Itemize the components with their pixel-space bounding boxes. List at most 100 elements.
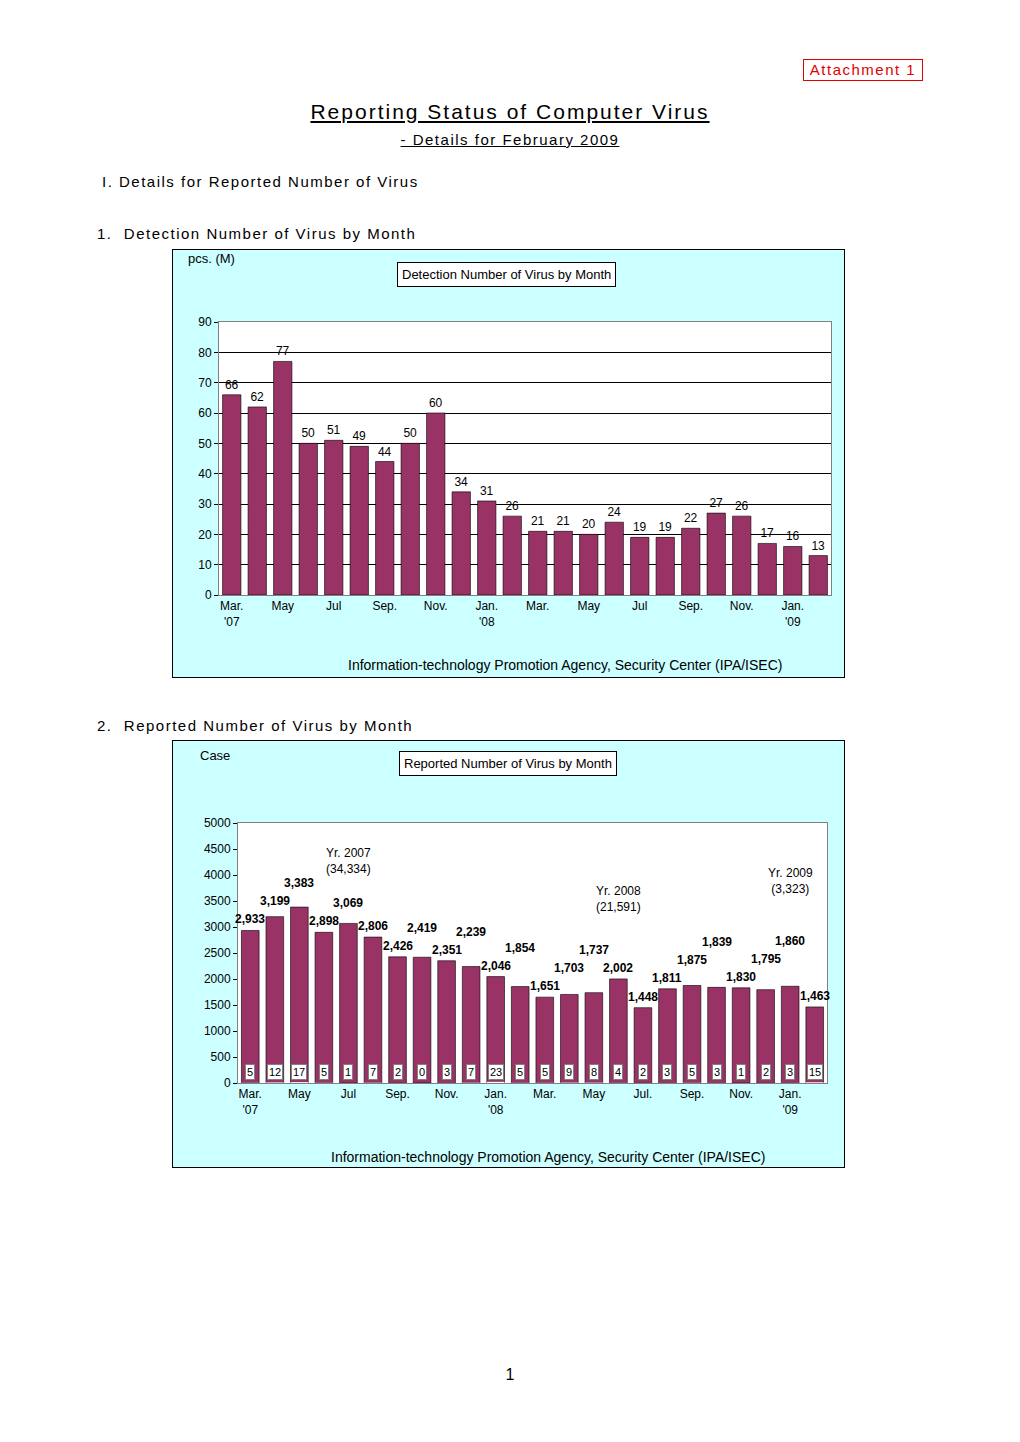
svg-text:5: 5 xyxy=(517,1066,523,1078)
svg-text:50: 50 xyxy=(301,426,315,440)
svg-text:2: 2 xyxy=(640,1066,646,1078)
svg-text:26: 26 xyxy=(735,499,749,513)
svg-text:66: 66 xyxy=(225,378,239,392)
svg-text:17: 17 xyxy=(293,1066,305,1078)
svg-text:1,448: 1,448 xyxy=(628,990,658,1004)
svg-text:2,898: 2,898 xyxy=(309,914,339,928)
svg-text:2,806: 2,806 xyxy=(358,919,388,933)
svg-text:1,703: 1,703 xyxy=(554,961,584,975)
svg-text:3000: 3000 xyxy=(204,920,231,934)
svg-text:1500: 1500 xyxy=(204,998,231,1012)
svg-text:2: 2 xyxy=(763,1066,769,1078)
svg-text:1,651: 1,651 xyxy=(530,979,560,993)
svg-text:Information-technology Promoti: Information-technology Promotion Agency,… xyxy=(348,657,782,673)
svg-text:60: 60 xyxy=(198,406,212,420)
svg-text:1: 1 xyxy=(738,1066,744,1078)
svg-text:9: 9 xyxy=(566,1066,572,1078)
svg-text:Detection Number of Virus by M: Detection Number of Virus by Month xyxy=(402,267,611,282)
svg-text:Jul: Jul xyxy=(326,599,341,613)
svg-text:1,737: 1,737 xyxy=(579,943,609,957)
svg-text:Reported Number of Virus by Mo: Reported Number of Virus by Month xyxy=(404,756,612,771)
svg-text:20: 20 xyxy=(582,517,596,531)
svg-text:Sep.: Sep. xyxy=(680,1087,705,1101)
svg-text:2,046: 2,046 xyxy=(481,959,511,973)
svg-text:70: 70 xyxy=(198,376,212,390)
svg-text:1,875: 1,875 xyxy=(677,953,707,967)
svg-text:60: 60 xyxy=(429,396,443,410)
svg-text:3: 3 xyxy=(664,1066,670,1078)
svg-text:2,426: 2,426 xyxy=(383,939,413,953)
svg-text:10: 10 xyxy=(198,558,212,572)
svg-text:Nov.: Nov. xyxy=(729,1087,753,1101)
svg-text:17: 17 xyxy=(760,526,774,540)
svg-text:Mar.: Mar. xyxy=(533,1087,556,1101)
svg-text:Nov.: Nov. xyxy=(435,1087,459,1101)
svg-text:4500: 4500 xyxy=(204,842,231,856)
svg-text:80: 80 xyxy=(198,346,212,360)
svg-text:1,839: 1,839 xyxy=(702,935,732,949)
svg-text:51: 51 xyxy=(327,423,341,437)
svg-text:Jul: Jul xyxy=(632,599,647,613)
svg-text:Jan.'09: Jan.'09 xyxy=(779,1087,802,1117)
svg-text:1: 1 xyxy=(345,1066,351,1078)
svg-text:22: 22 xyxy=(684,511,698,525)
svg-text:16: 16 xyxy=(786,529,800,543)
svg-text:50: 50 xyxy=(198,437,212,451)
svg-text:24: 24 xyxy=(607,505,621,519)
svg-text:Mar.: Mar. xyxy=(526,599,549,613)
svg-text:2,002: 2,002 xyxy=(603,961,633,975)
svg-text:Yr. 2007(34,334): Yr. 2007(34,334) xyxy=(326,846,371,876)
svg-text:5: 5 xyxy=(247,1066,253,1078)
svg-text:3: 3 xyxy=(787,1066,793,1078)
svg-text:34: 34 xyxy=(454,475,468,489)
svg-text:2,419: 2,419 xyxy=(407,921,437,935)
svg-text:Jul: Jul xyxy=(341,1087,356,1101)
svg-text:26: 26 xyxy=(505,499,519,513)
svg-text:Case: Case xyxy=(200,748,230,763)
svg-text:Mar.'07: Mar.'07 xyxy=(220,599,243,629)
svg-text:0: 0 xyxy=(205,588,212,602)
svg-text:Sep.: Sep. xyxy=(678,599,703,613)
svg-text:1,463: 1,463 xyxy=(800,989,830,1003)
svg-text:19: 19 xyxy=(658,520,672,534)
svg-text:23: 23 xyxy=(490,1066,502,1078)
svg-text:20: 20 xyxy=(198,528,212,542)
svg-text:12: 12 xyxy=(269,1066,281,1078)
svg-text:1,795: 1,795 xyxy=(751,952,781,966)
svg-text:19: 19 xyxy=(633,520,647,534)
svg-text:77: 77 xyxy=(276,344,290,358)
svg-text:May: May xyxy=(288,1087,311,1101)
svg-text:Nov.: Nov. xyxy=(424,599,448,613)
svg-text:62: 62 xyxy=(250,390,264,404)
svg-text:Sep.: Sep. xyxy=(372,599,397,613)
svg-text:3,199: 3,199 xyxy=(260,894,290,908)
svg-text:2000: 2000 xyxy=(204,972,231,986)
svg-text:44: 44 xyxy=(378,445,392,459)
svg-text:3,069: 3,069 xyxy=(333,896,363,910)
svg-text:4000: 4000 xyxy=(204,868,231,882)
svg-text:1,860: 1,860 xyxy=(775,934,805,948)
svg-text:May: May xyxy=(271,599,294,613)
svg-text:Jan.'08: Jan.'08 xyxy=(484,1087,507,1117)
svg-text:21: 21 xyxy=(531,514,545,528)
svg-text:8: 8 xyxy=(591,1066,597,1078)
svg-text:2,239: 2,239 xyxy=(456,925,486,939)
svg-text:Jan.'09: Jan.'09 xyxy=(781,599,804,629)
svg-text:3: 3 xyxy=(714,1066,720,1078)
svg-text:1,830: 1,830 xyxy=(726,970,756,984)
svg-text:May: May xyxy=(577,599,600,613)
svg-text:7: 7 xyxy=(370,1066,376,1078)
svg-text:50: 50 xyxy=(403,426,417,440)
svg-text:1000: 1000 xyxy=(204,1024,231,1038)
svg-text:Jan.'08: Jan.'08 xyxy=(475,599,498,629)
svg-text:7: 7 xyxy=(468,1066,474,1078)
svg-text:5: 5 xyxy=(542,1066,548,1078)
svg-text:3,383: 3,383 xyxy=(284,876,314,890)
svg-text:0: 0 xyxy=(419,1066,425,1078)
svg-text:40: 40 xyxy=(198,467,212,481)
svg-text:30: 30 xyxy=(198,497,212,511)
svg-text:5000: 5000 xyxy=(204,816,231,830)
svg-text:2,351: 2,351 xyxy=(432,943,462,957)
svg-text:Yr. 2008(21,591): Yr. 2008(21,591) xyxy=(596,884,641,914)
svg-text:Sep.: Sep. xyxy=(385,1087,410,1101)
